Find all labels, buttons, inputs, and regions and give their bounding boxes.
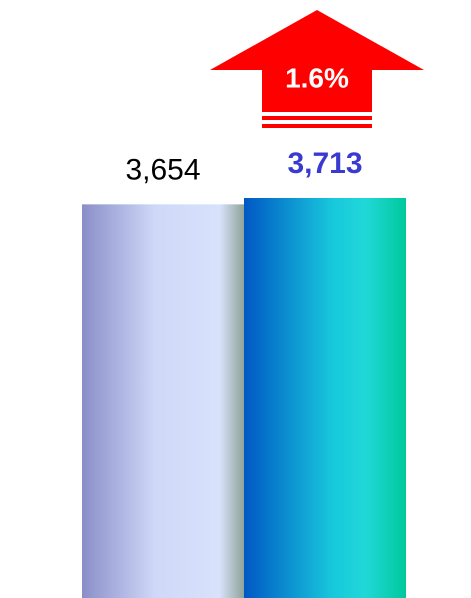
value-label: 3,713 (287, 147, 362, 180)
arrow-stripe (262, 116, 372, 120)
annotation: 1.6% (285, 62, 349, 93)
increase-arrow: 1.6% (210, 10, 424, 128)
bar (244, 198, 406, 598)
value-label: 3,654 (125, 153, 200, 186)
bar (82, 204, 244, 598)
arrow-shape (210, 10, 424, 112)
arrow-stripe (262, 124, 372, 128)
